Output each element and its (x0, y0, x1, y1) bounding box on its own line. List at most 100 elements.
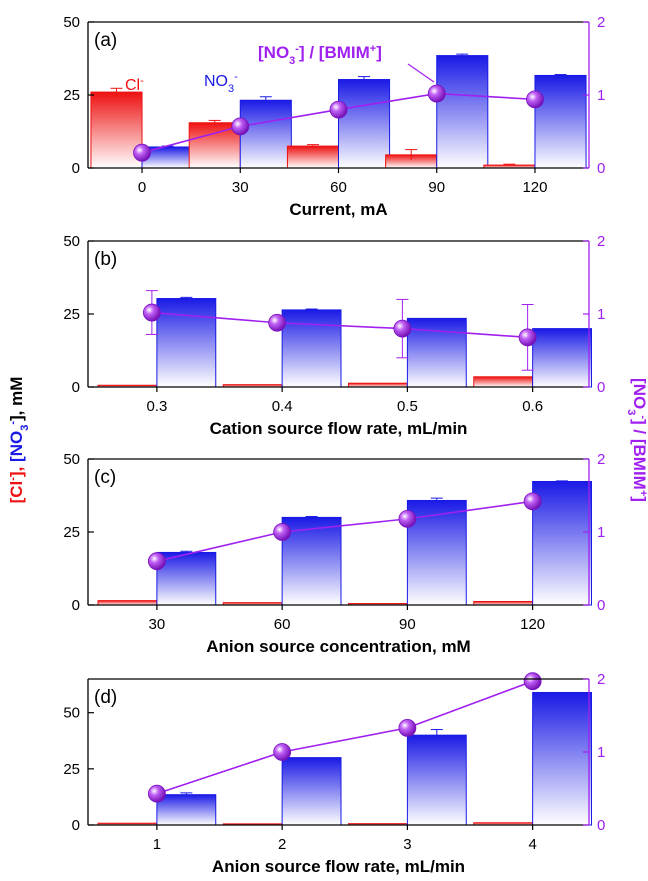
x-tick-label: 0.4 (272, 398, 293, 415)
cl-bar (473, 376, 534, 388)
x-tick-label: 2 (278, 836, 286, 853)
x-tick-label: 90 (428, 179, 445, 196)
y2label-a: [NO (630, 378, 648, 409)
ratio-point (231, 117, 250, 136)
y-tick-label: 0 (72, 597, 80, 614)
ratio-point (393, 319, 412, 338)
y-axis-label-right: [NO3-] / [BMIM+] (625, 378, 648, 502)
ratio-point (427, 84, 446, 103)
annotation-no3-text: NO (204, 73, 228, 90)
x-tick-label: 3 (403, 836, 411, 853)
no3-bar (534, 74, 587, 169)
y2-tick-label: 2 (597, 671, 605, 688)
x-tick-label: 4 (528, 836, 536, 853)
no3-bar (436, 55, 489, 169)
y2-tick-label: 0 (597, 379, 605, 396)
x-tick-label: 0.3 (146, 398, 167, 415)
x-tick-label: 0.5 (397, 398, 418, 415)
x-tick-label: 30 (232, 179, 249, 196)
y-tick-label: 50 (63, 14, 80, 31)
ylabel-no3-sub: 3 (19, 425, 31, 431)
annotation-ratio-c: ] (376, 43, 382, 62)
ratio-point (518, 328, 537, 347)
y-tick-label: 0 (72, 379, 80, 396)
panel-label: (d) (94, 687, 117, 708)
y2-tick-label: 0 (597, 160, 605, 177)
panel-label: (b) (94, 249, 117, 270)
no3-bar (156, 794, 217, 826)
x-tick-label: 120 (522, 179, 547, 196)
ratio-line (156, 500, 533, 562)
no3-bar (532, 480, 593, 606)
x-tick-label: 60 (274, 616, 291, 633)
chart-panel-3: 0 25 50 0 1 2 30 60 90 120 Anion source concentrat… (63, 451, 605, 656)
annotation-ratio-sup2: + (370, 43, 376, 55)
ratio-point (273, 523, 292, 541)
annotation-ratio: [NO3-] / [BMIM+] (258, 43, 382, 67)
ratio-point (523, 492, 542, 511)
chart-panel-4: 0 25 50 0 1 2 1 2 3 4 Anion source flow rate, mL/m… (63, 671, 605, 876)
cl-bar (97, 600, 158, 606)
ratio-point (268, 313, 287, 332)
ratio-point (133, 143, 151, 162)
no3-bar (532, 691, 593, 826)
ratio-point (273, 743, 292, 761)
ratio-point (329, 100, 348, 119)
annotation-ratio-sup: - (295, 43, 299, 55)
x-axis-title: Cation source flow rate, mL/min (210, 419, 468, 438)
annotation-no3-sub: 3 (228, 83, 234, 95)
x-tick-label: 1 (153, 836, 161, 853)
ylabel-cl-part: [Cl (7, 481, 26, 504)
no3-bar (281, 309, 342, 388)
ylabel-cl-sup: - (7, 477, 19, 481)
ratio-point (142, 303, 161, 322)
y2-tick-label: 1 (597, 306, 605, 323)
y2-tick-label: 1 (597, 744, 605, 761)
y2-tick-label: 0 (597, 817, 605, 834)
x-axis-title: Anion source flow rate, mL/min (212, 857, 465, 876)
ylabel-unit: ], mM (7, 377, 26, 421)
annotation-cl-text: Cl (125, 77, 140, 94)
x-tick-label: 60 (330, 179, 347, 196)
y2-tick-label: 1 (597, 524, 605, 541)
y-tick-label: 25 (63, 524, 80, 541)
annotation-ratio-a: [NO (258, 43, 289, 62)
y2-tick-label: 2 (597, 233, 605, 250)
ylabel-cl-close: ], (7, 462, 26, 477)
y2-tick-label: 2 (597, 451, 605, 468)
ratio-point (523, 672, 542, 691)
y2-tick-label: 1 (597, 87, 605, 104)
ratio-point (398, 509, 417, 528)
no3-bar (532, 328, 593, 388)
y-tick-label: 50 (63, 451, 80, 468)
annotation-ratio-b: ] / [BMIM (299, 43, 370, 62)
y-tick-label: 50 (63, 705, 80, 722)
ratio-point (526, 90, 544, 109)
panel-label: (a) (94, 30, 117, 51)
x-tick-label: 120 (520, 616, 545, 633)
cl-bar (286, 145, 339, 169)
no3-bar (406, 734, 467, 826)
annotation-no3: NO3- (204, 71, 238, 95)
x-tick-label: 30 (149, 616, 166, 633)
ratio-point (398, 719, 417, 737)
y-tick-label: 50 (63, 233, 80, 250)
y-tick-label: 25 (63, 87, 80, 104)
no3-bar (239, 99, 292, 169)
panel-label: (c) (94, 467, 116, 488)
annotation-ratio-pointer (407, 63, 435, 83)
y-axis-label-left: [Cl-], [NO3-], mM (7, 377, 31, 504)
y2-tick-label: 0 (597, 597, 605, 614)
cl-bar (90, 91, 143, 169)
no3-bar (156, 298, 217, 388)
no3-bar (281, 757, 342, 826)
ylabel-no3-sup: - (7, 421, 19, 425)
ratio-line (151, 311, 528, 339)
y2label-sup: - (637, 415, 648, 419)
y2label-b: ] / [BMIM (630, 419, 648, 490)
x-tick-label: 90 (399, 616, 416, 633)
y2label-sub: 3 (625, 409, 637, 415)
x-tick-label: 0.6 (522, 398, 543, 415)
